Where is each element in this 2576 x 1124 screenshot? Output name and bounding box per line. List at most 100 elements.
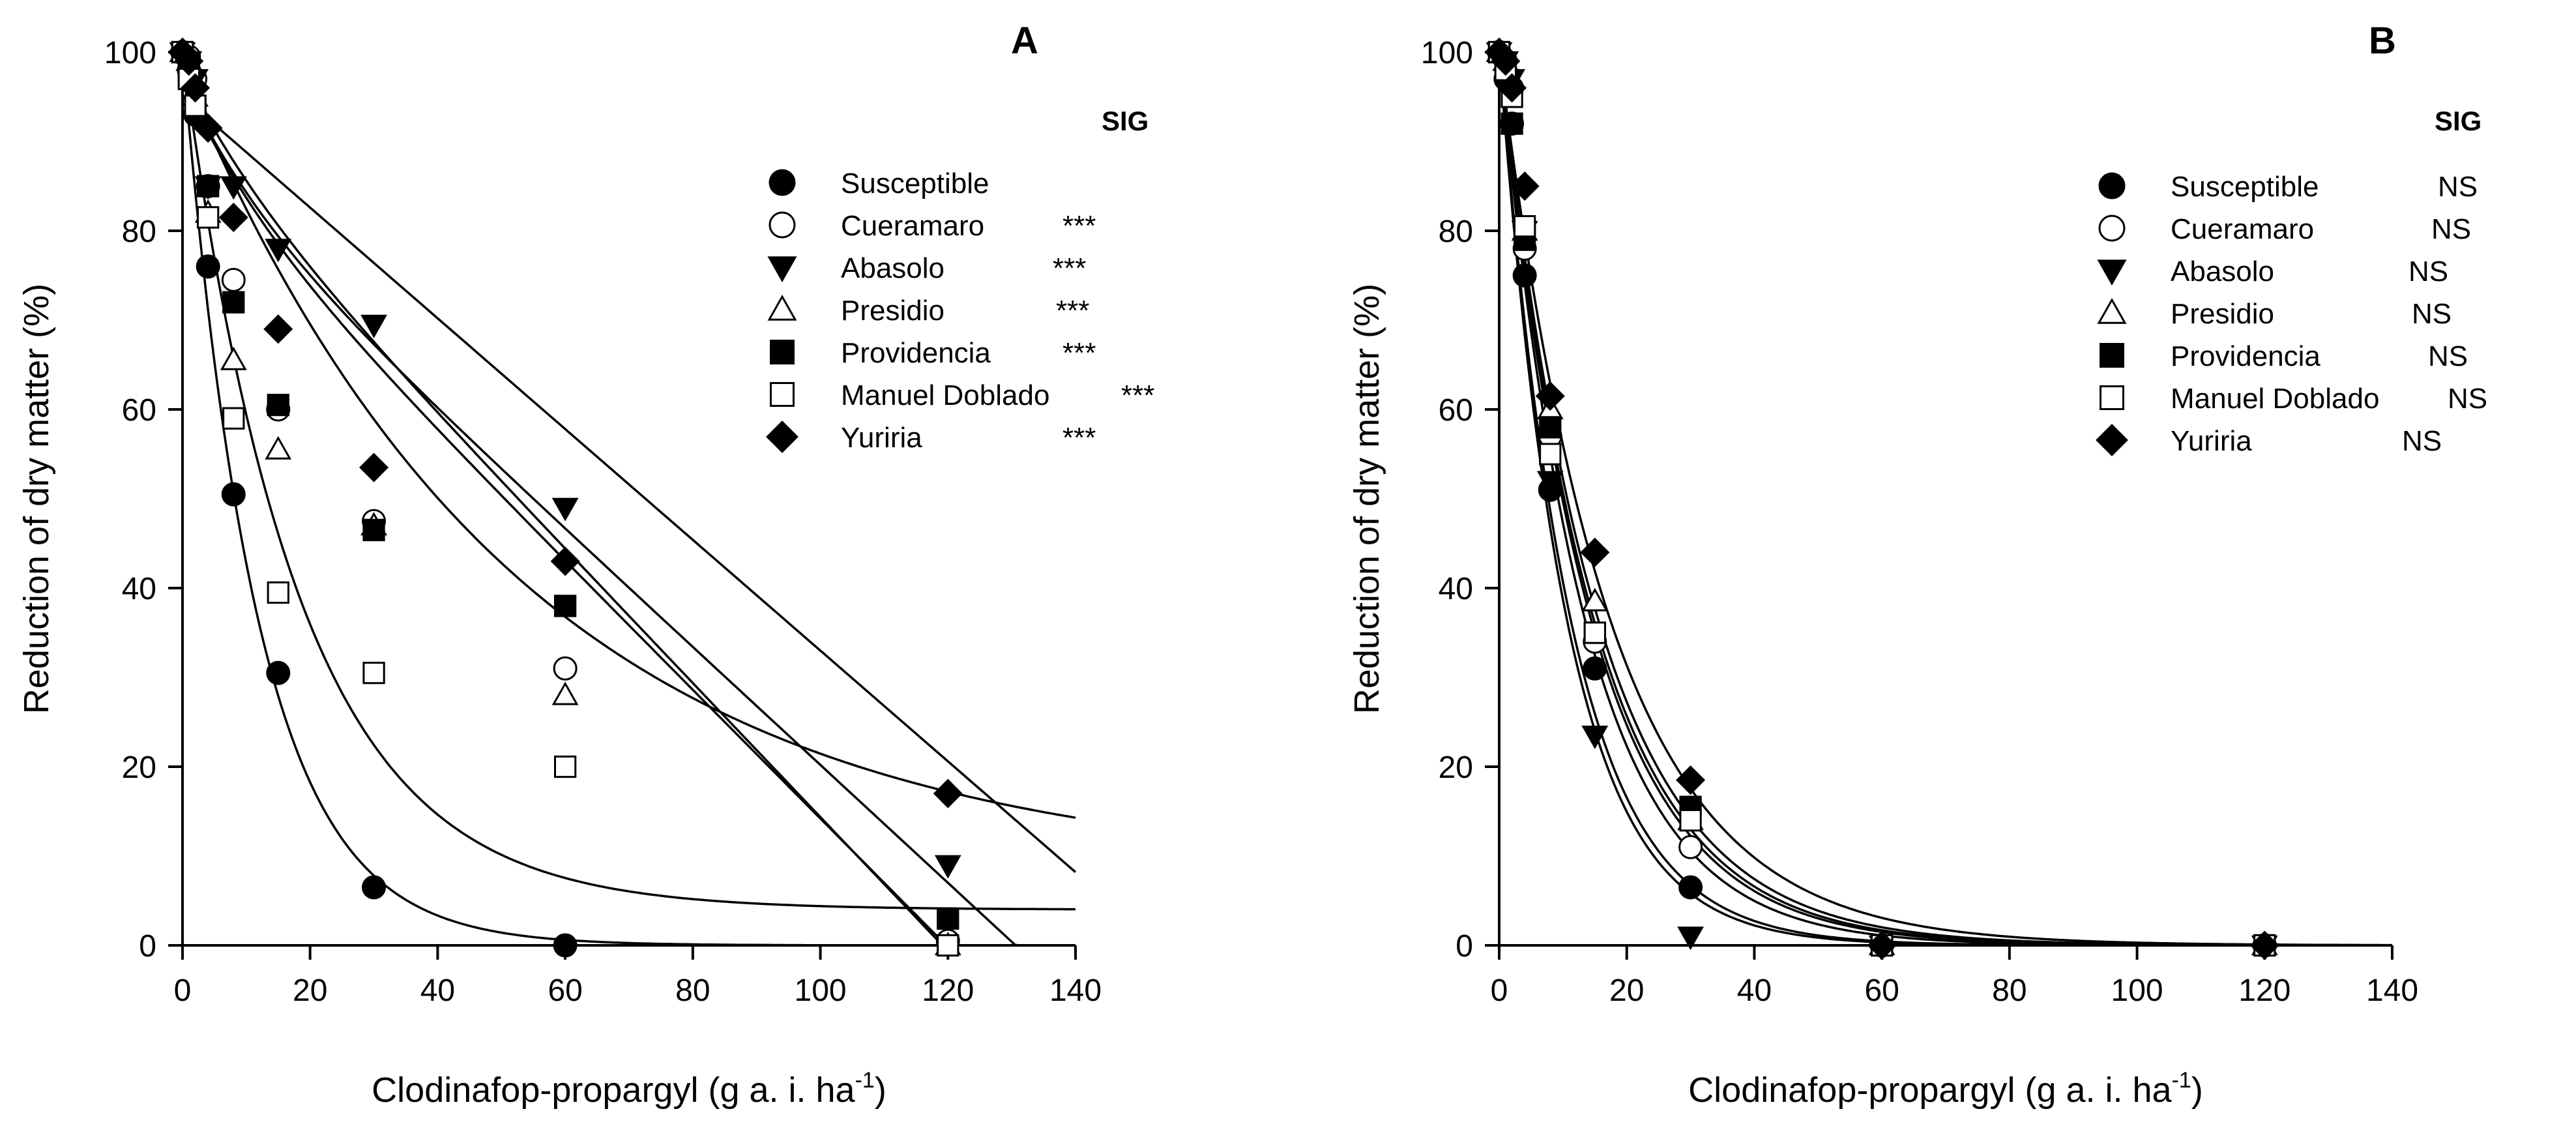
sig-header: SIG [2435,106,2481,136]
point-yuriria [174,46,204,76]
legend-abasolo: Abasolo *** [767,252,1086,284]
legend-marker [767,295,797,321]
legend-marker [2100,385,2124,410]
y-tick-label: 40 [122,572,156,606]
legend-manuel-doblado: Manuel Doblado NS [2100,383,2487,415]
point-providencia [222,291,245,314]
legend-label: Abasolo [2171,256,2274,288]
y-tick-label: 100 [1421,36,1473,70]
tick-group: 0 20 40 60 80 100 120 140 0 20 40 60 80 100 [1421,36,2418,1008]
point-presidio [551,681,579,705]
point-manuel-doblado [1583,621,1606,644]
point-manuel-doblado [1514,215,1536,238]
data-points [1484,37,2279,960]
y-tick-label: 60 [1439,393,1473,428]
fit-curve-yuriria [181,69,1076,819]
legend-marker [2098,214,2126,242]
point-manuel-doblado [362,662,385,685]
legend-marker [770,382,795,407]
x-axis-label-end: ) [875,1071,886,1110]
legend-label: Cueramaro [2171,213,2314,245]
point-manuel-doblado [937,934,959,957]
point-providencia [197,175,220,198]
fit-curves [181,52,1077,947]
legend-label: Yuriria [841,422,922,454]
point-yuriria [1491,46,1521,76]
point-yuriria [263,314,293,344]
x-axis-label-sup: -1 [2172,1068,2191,1093]
x-axis-label: Clodinafop-propargyl (g a. i. ha-1) [1688,1068,2203,1110]
y-tick-label: 100 [104,36,156,70]
fit-curve-manuel-doblado [181,52,1076,911]
x-axis-label: Clodinafop-propargyl (g a. i. ha-1) [372,1068,886,1110]
x-tick-label: 80 [675,973,710,1008]
legend-marker [2096,424,2128,456]
legend-marker [768,211,796,239]
legend-sig: *** [1053,252,1086,284]
x-tick-label: 20 [293,973,327,1008]
x-tick-label: 0 [1491,973,1508,1008]
legend-label: Providencia [841,337,991,369]
x-tick-label: 140 [2366,973,2418,1008]
y-tick-label: 20 [122,750,156,785]
point-providencia [937,907,959,930]
point-providencia [267,394,289,417]
legend-marker [2097,259,2127,286]
y-tick-label: 0 [139,929,156,964]
data-points [168,37,963,958]
panel-b: 0 20 40 60 80 100 120 140 0 20 40 60 80 100 B SIG Sus… [1347,20,2487,1110]
legend-yuriria: Yuriria NS [2096,424,2442,457]
legend-label: Cueramaro [841,210,984,242]
fit-curve-abasolo [181,96,1077,874]
fit-curve-susceptible [181,52,1076,947]
point-cueramaro [553,656,578,681]
point-yuriria [1867,930,1897,960]
x-tick-label: 140 [1049,973,1102,1008]
legend-manuel-doblado: Manuel Doblado *** [770,379,1154,411]
legend-providencia: Providencia NS [2100,340,2468,372]
x-axis-label-sup: -1 [855,1068,875,1093]
point-providencia [362,518,385,542]
legend-label: Manuel Doblado [2171,383,2379,415]
point-abasolo [360,314,387,338]
legend-marker [2100,343,2124,368]
legend-marker [766,421,798,453]
point-abasolo [551,497,579,522]
legend-marker [770,340,795,364]
y-axis-label: Reduction of dry matter (%) [17,284,56,714]
point-manuel-doblado [222,407,245,430]
legend-sig: *** [1062,337,1096,369]
point-susceptible [1678,875,1703,900]
panel-label: A [1011,20,1038,62]
point-yuriria [933,778,963,808]
sig-header: SIG [1102,106,1149,136]
x-tick-label: 120 [922,973,974,1008]
x-axis-label-end: ) [2191,1071,2203,1110]
legend-label: Susceptible [841,168,989,200]
legend-sig: *** [1062,422,1096,454]
fit-curve-yuriria [1498,52,2392,947]
point-abasolo [934,855,961,879]
legend-sig: NS [2428,340,2468,372]
legend-yuriria: Yuriria *** [766,421,1096,454]
legend-sig: NS [2402,425,2442,457]
point-manuel-doblado [554,755,577,778]
legend-marker [767,256,797,282]
point-manuel-doblado [197,206,220,229]
point-yuriria [1580,537,1610,567]
legend-sig: *** [1056,295,1089,327]
legend-marker [768,169,796,196]
point-abasolo [265,239,292,263]
point-cueramaro [1678,835,1703,859]
point-susceptible [1583,656,1607,681]
fit-curve-providencia [181,78,1019,947]
point-abasolo [1677,926,1704,951]
x-tick-label: 60 [548,973,582,1008]
point-yuriria [2249,930,2279,960]
y-tick-label: 40 [1439,572,1473,606]
point-yuriria [193,113,223,143]
point-abasolo [1536,471,1564,495]
point-presidio [220,346,247,370]
